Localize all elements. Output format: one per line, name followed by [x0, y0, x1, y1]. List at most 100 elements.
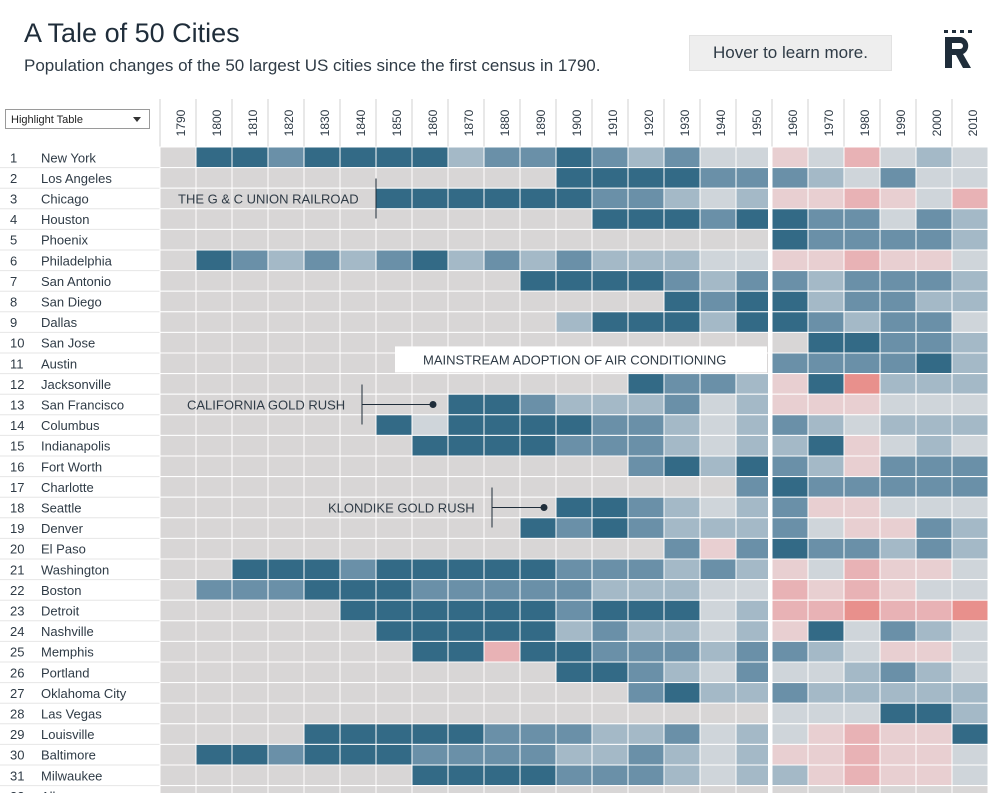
heat-cell[interactable]: [267, 331, 305, 354]
heat-cell[interactable]: [771, 496, 809, 519]
heat-cell[interactable]: [303, 352, 341, 375]
heat-cell[interactable]: [447, 249, 485, 272]
heat-cell[interactable]: [339, 228, 377, 251]
heat-cell[interactable]: [915, 661, 953, 684]
heat-cell[interactable]: [195, 558, 233, 581]
heat-cell[interactable]: [915, 599, 953, 622]
heat-cell[interactable]: [555, 373, 593, 395]
heat-cell[interactable]: [663, 661, 701, 684]
heat-cell[interactable]: [807, 311, 845, 333]
heat-cell[interactable]: [483, 187, 521, 210]
heat-cell[interactable]: [915, 290, 953, 313]
heat-cell[interactable]: [519, 228, 557, 251]
heat-cell[interactable]: [627, 723, 665, 745]
heat-cell[interactable]: [519, 682, 557, 704]
heat-cell[interactable]: [339, 414, 377, 436]
heat-cell[interactable]: [195, 682, 233, 704]
heat-cell[interactable]: [951, 311, 989, 333]
heat-cell[interactable]: [807, 146, 845, 169]
heat-cell[interactable]: [483, 167, 521, 189]
heat-cell[interactable]: [411, 537, 449, 560]
hover-hint-box[interactable]: Hover to learn more.: [689, 35, 892, 71]
heat-cell[interactable]: [555, 208, 593, 230]
heat-cell[interactable]: [699, 599, 737, 622]
heat-cell[interactable]: [303, 702, 341, 725]
heat-cell[interactable]: [519, 373, 557, 395]
heat-cell[interactable]: [339, 599, 377, 622]
heat-cell[interactable]: [339, 167, 377, 189]
heat-cell[interactable]: [699, 208, 737, 230]
heat-cell[interactable]: [159, 373, 197, 395]
heat-cell[interactable]: [591, 496, 629, 519]
heat-cell[interactable]: [555, 414, 593, 436]
heat-cell[interactable]: [843, 414, 881, 436]
heat-cell[interactable]: [231, 682, 269, 704]
heat-cell[interactable]: [483, 702, 521, 725]
heat-cell[interactable]: [951, 228, 989, 251]
heat-cell[interactable]: [843, 764, 881, 787]
heat-cell[interactable]: [951, 640, 989, 663]
heat-cell[interactable]: [555, 579, 593, 601]
heat-cell[interactable]: [483, 228, 521, 251]
heat-cell[interactable]: [807, 270, 845, 292]
heat-cell[interactable]: [267, 640, 305, 663]
heat-cell[interactable]: [159, 290, 197, 313]
heat-cell[interactable]: [231, 579, 269, 601]
heat-cell[interactable]: [699, 434, 737, 457]
heat-cell[interactable]: [807, 352, 845, 375]
heat-cell[interactable]: [411, 414, 449, 436]
heat-cell[interactable]: [231, 290, 269, 313]
heat-cell[interactable]: [771, 558, 809, 581]
heat-cell[interactable]: [267, 558, 305, 581]
heat-cell[interactable]: [303, 373, 341, 395]
heat-cell[interactable]: [555, 146, 593, 169]
heat-cell[interactable]: [771, 702, 809, 725]
heat-cell[interactable]: [591, 620, 629, 642]
heat-cell[interactable]: [519, 290, 557, 313]
heat-cell[interactable]: [951, 599, 989, 622]
heat-cell[interactable]: [807, 187, 845, 210]
heat-cell[interactable]: [771, 682, 809, 704]
heat-cell[interactable]: [267, 702, 305, 725]
heat-cell[interactable]: [699, 620, 737, 642]
heat-cell[interactable]: [807, 290, 845, 313]
heat-cell[interactable]: [303, 599, 341, 622]
heat-cell[interactable]: [735, 496, 773, 519]
heat-cell[interactable]: [807, 455, 845, 478]
heat-cell[interactable]: [879, 785, 917, 793]
heat-cell[interactable]: [735, 249, 773, 272]
heat-cell[interactable]: [519, 208, 557, 230]
heat-cell[interactable]: [807, 558, 845, 581]
heat-cell[interactable]: [591, 311, 629, 333]
heat-cell[interactable]: [267, 599, 305, 622]
heat-cell[interactable]: [663, 558, 701, 581]
heat-cell[interactable]: [591, 640, 629, 663]
heat-cell[interactable]: [483, 743, 521, 766]
heat-cell[interactable]: [735, 640, 773, 663]
heat-cell[interactable]: [519, 661, 557, 684]
heat-cell[interactable]: [843, 393, 881, 416]
heat-cell[interactable]: [951, 620, 989, 642]
heat-cell[interactable]: [627, 517, 665, 539]
heat-cell[interactable]: [195, 517, 233, 539]
heat-cell[interactable]: [231, 311, 269, 333]
heat-cell[interactable]: [375, 167, 413, 189]
heat-cell[interactable]: [303, 620, 341, 642]
heat-cell[interactable]: [879, 517, 917, 539]
heat-cell[interactable]: [231, 599, 269, 622]
heat-cell[interactable]: [411, 558, 449, 581]
heat-cell[interactable]: [915, 393, 953, 416]
heat-cell[interactable]: [411, 620, 449, 642]
heat-cell[interactable]: [627, 249, 665, 272]
heat-cell[interactable]: [447, 311, 485, 333]
heat-cell[interactable]: [447, 785, 485, 793]
heat-cell[interactable]: [627, 558, 665, 581]
heat-cell[interactable]: [519, 146, 557, 169]
heat-cell[interactable]: [591, 414, 629, 436]
heat-cell[interactable]: [879, 702, 917, 725]
heat-cell[interactable]: [339, 373, 377, 395]
heat-cell[interactable]: [843, 434, 881, 457]
heat-cell[interactable]: [267, 414, 305, 436]
heat-cell[interactable]: [879, 146, 917, 169]
heat-cell[interactable]: [411, 764, 449, 787]
